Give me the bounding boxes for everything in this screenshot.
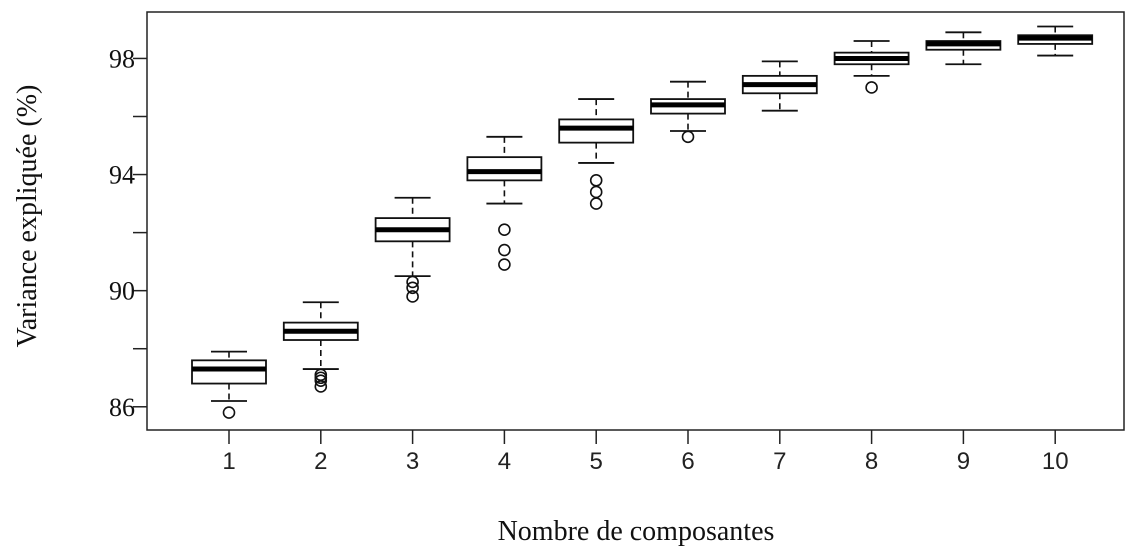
x-tick-label: 6 (681, 448, 694, 475)
box-5 (558, 98, 635, 210)
outlier-point (406, 281, 419, 295)
outlier-point (314, 380, 328, 393)
iqr-box (558, 118, 635, 144)
x-tick-label: 4 (498, 448, 511, 475)
outlier-point (681, 130, 695, 144)
iqr-box (466, 156, 543, 182)
outlier-point (498, 223, 511, 237)
outlier-point (498, 258, 511, 271)
x-axis: 1 2 3 4 5 6 7 8 9 10 (222, 430, 1069, 475)
y-tick-label: 94 (109, 161, 135, 190)
box-9 (925, 31, 1002, 66)
outlier-point (589, 197, 603, 210)
box-10 (1017, 25, 1094, 57)
outlier-point (314, 374, 328, 387)
y-axis: 86 90 94 98 (109, 44, 147, 422)
y-tick-label: 90 (109, 277, 135, 306)
x-tick-label: 10 (1042, 448, 1069, 475)
plot-frame (146, 11, 1125, 431)
iqr-box (191, 359, 267, 385)
y-tick-label: 86 (109, 393, 135, 422)
x-tick-label: 9 (957, 448, 970, 475)
outlier-point (865, 81, 878, 94)
x-tick-label: 3 (406, 448, 419, 475)
y-tick-label: 98 (109, 44, 135, 73)
x-tick-label: 8 (865, 448, 878, 475)
x-tick-label: 7 (773, 448, 786, 475)
boxes-layer (191, 25, 1094, 419)
outlier-point (589, 174, 603, 187)
x-axis-title: Nombre de composantes (498, 516, 775, 547)
box-7 (741, 60, 818, 112)
outlier-point (406, 290, 419, 303)
y-axis-title: Variance expliquée (%) (12, 85, 43, 348)
outlier-point (589, 185, 603, 199)
box-6 (650, 80, 726, 144)
box-1 (191, 350, 267, 419)
outlier-point (498, 243, 511, 257)
x-tick-label: 5 (590, 448, 603, 475)
x-tick-label: 2 (314, 448, 327, 475)
box-4 (466, 135, 543, 271)
x-tick-label: 1 (222, 448, 235, 475)
box-2 (282, 301, 359, 393)
box-3 (374, 196, 451, 303)
box-8 (833, 40, 910, 94)
outlier-point (222, 406, 236, 419)
outlier-point (406, 275, 419, 289)
plot-border (146, 11, 1125, 431)
